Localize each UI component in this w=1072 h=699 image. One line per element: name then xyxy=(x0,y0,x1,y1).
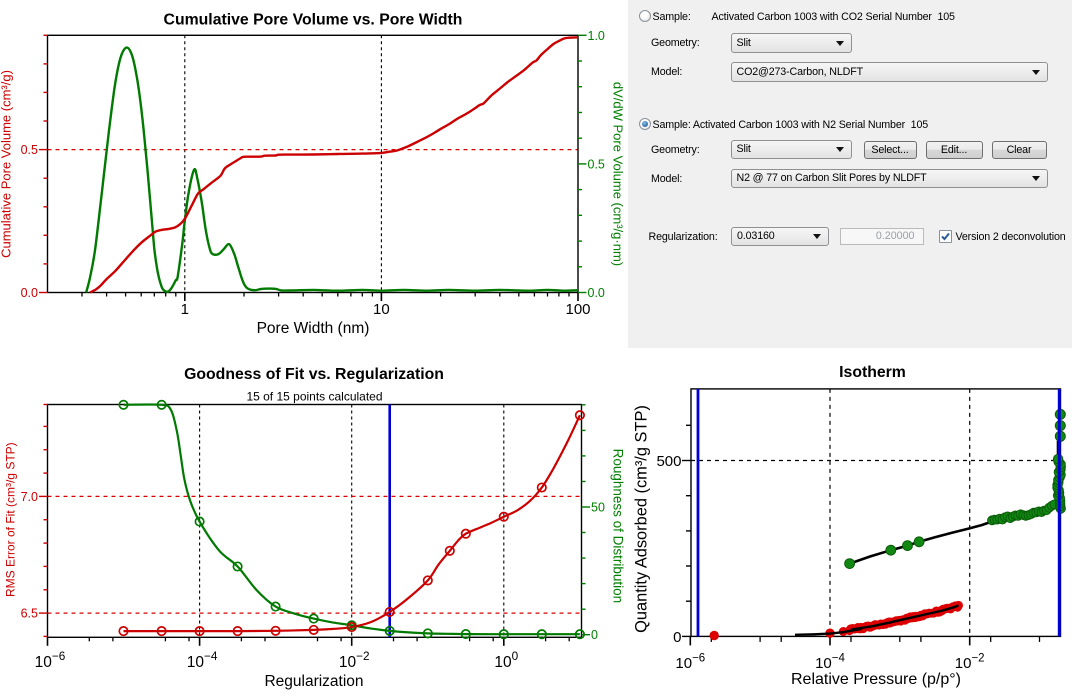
svg-text:500: 500 xyxy=(656,453,681,470)
svg-text:Isotherm: Isotherm xyxy=(839,364,906,381)
svg-text:0.0: 0.0 xyxy=(588,286,605,300)
svg-text:10: 10 xyxy=(373,301,390,318)
svg-text:0.5: 0.5 xyxy=(588,157,605,171)
svg-text:50: 50 xyxy=(591,501,605,515)
svg-text:7.0: 7.0 xyxy=(21,490,38,504)
svg-text:dV/dW Pore Volume (cm³/g·nm): dV/dW Pore Volume (cm³/g·nm) xyxy=(611,82,626,266)
svg-text:0.0: 0.0 xyxy=(21,286,38,300)
svg-text:0: 0 xyxy=(673,629,681,646)
svg-text:Relative Pressure (p/p°): Relative Pressure (p/p°) xyxy=(791,671,961,688)
svg-text:10−4: 10−4 xyxy=(187,649,218,671)
svg-text:Regularization: Regularization xyxy=(264,673,363,690)
svg-text:100: 100 xyxy=(494,649,518,671)
svg-text:1: 1 xyxy=(181,301,189,318)
svg-text:1.0: 1.0 xyxy=(588,29,605,43)
svg-text:Goodness of Fit vs. Regulariza: Goodness of Fit vs. Regularization xyxy=(184,366,444,383)
svg-text:RMS Error of Fit (cm³/g STP): RMS Error of Fit (cm³/g STP) xyxy=(3,442,17,597)
svg-text:100: 100 xyxy=(565,301,590,318)
svg-text:Quantity Adsorbed (cm³/g STP): Quantity Adsorbed (cm³/g STP) xyxy=(633,405,651,633)
svg-text:Cumulative Pore Volume (cm³/g): Cumulative Pore Volume (cm³/g) xyxy=(0,70,14,258)
svg-text:0.5: 0.5 xyxy=(21,143,38,157)
svg-text:15 of 15 points calculated: 15 of 15 points calculated xyxy=(246,390,382,404)
svg-text:10−6: 10−6 xyxy=(35,649,66,671)
svg-text:Pore Width (nm): Pore Width (nm) xyxy=(257,320,370,337)
svg-text:Roughness of Distribution: Roughness of Distribution xyxy=(611,449,626,604)
svg-text:0: 0 xyxy=(591,628,598,642)
svg-text:10−2: 10−2 xyxy=(955,653,985,673)
svg-text:10−6: 10−6 xyxy=(675,653,705,673)
svg-text:Cumulative Pore Volume vs. Por: Cumulative Pore Volume vs. Pore Width xyxy=(164,12,463,29)
svg-text:6.5: 6.5 xyxy=(21,607,38,621)
svg-text:10−4: 10−4 xyxy=(815,653,845,673)
svg-text:10−2: 10−2 xyxy=(339,649,370,671)
